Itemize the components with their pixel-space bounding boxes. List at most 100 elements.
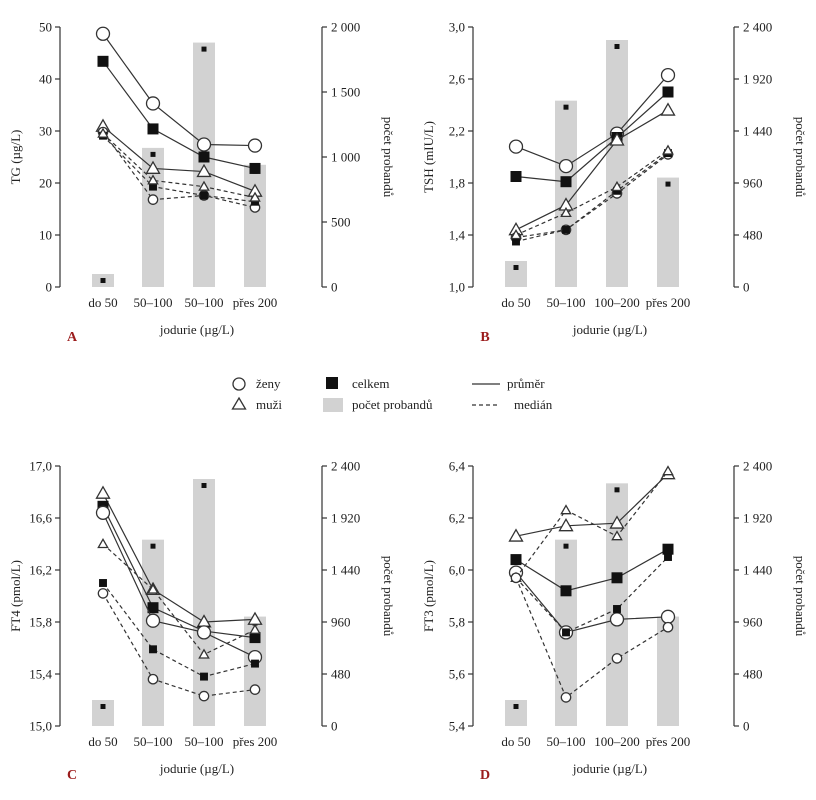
y2-axis-label: počet probandů	[381, 556, 396, 637]
series-point-circle	[147, 194, 159, 205]
y-axis-label: FT4 (pmol/L)	[8, 560, 23, 632]
series-point-triangle	[611, 530, 623, 541]
series-point-triangle	[611, 180, 623, 192]
x-tick-label: 100–200	[594, 734, 640, 749]
y-tick-label: 5,8	[449, 615, 465, 630]
y2-axis-label: počet probandů	[381, 117, 396, 198]
x-tick-label: 50–100	[134, 734, 173, 749]
series-line	[102, 133, 256, 199]
series-point-triangle	[609, 515, 625, 529]
series-line	[102, 582, 256, 678]
y2-tick-label: 0	[331, 719, 338, 734]
series-point-triangle	[97, 538, 109, 549]
count-bar-marker	[563, 104, 569, 110]
series-point-square	[249, 162, 261, 174]
count-bar-marker	[150, 543, 156, 549]
series-point-triangle	[198, 180, 210, 191]
series-point-triangle	[558, 517, 574, 532]
count-bar-marker	[100, 278, 106, 283]
chart-panel-b: 1,0 1,4 1,8 2,2 2,6 3,0 0 480 960 1 440 1 920 2 400…	[421, 20, 808, 346]
y-tick-label: 15,4	[29, 667, 52, 682]
series-point-triangle	[198, 648, 210, 659]
legend-item-prumer: průměr	[472, 376, 545, 391]
series-line	[515, 470, 669, 579]
series-point-circle	[660, 67, 676, 83]
count-bar	[142, 539, 164, 726]
series-line	[515, 548, 669, 592]
count-bar	[244, 616, 266, 726]
series-point-circle	[558, 158, 574, 174]
series-point-square	[97, 55, 109, 67]
y-tick-label: 30	[39, 124, 52, 139]
count-bar	[193, 479, 215, 726]
series-point-triangle	[196, 163, 212, 178]
series-point-square	[611, 572, 623, 584]
series-point-triangle	[249, 191, 261, 202]
panel-label: A	[67, 330, 78, 345]
y-tick-label: 5,4	[449, 719, 466, 734]
legend-label-celkem: celkem	[352, 376, 390, 391]
x-tick-label: 50–100	[547, 734, 586, 749]
y2-tick-label: 500	[331, 215, 351, 230]
y2-tick-label: 960	[743, 176, 763, 191]
series-point-square	[99, 579, 107, 587]
y-tick-label: 15,8	[29, 615, 52, 630]
series-point-square	[662, 543, 674, 555]
y-tick-label: 16,6	[29, 511, 52, 526]
count-bar-marker	[100, 704, 106, 709]
chart-panel-c: 15,0 15,4 15,8 16,2 16,6 17,0 0 480 960 1 440 1 92…	[8, 459, 396, 784]
count-bar	[92, 700, 114, 726]
chart-panel-d: 5,4 5,6 5,8 6,0 6,2 6,4 0 480 960 1 440 1 920 2 400…	[421, 459, 808, 784]
y2-tick-label: 960	[743, 615, 763, 630]
y2-tick-label: 2 400	[743, 20, 772, 35]
series-point-square	[198, 151, 210, 163]
series-point-triangle	[147, 174, 159, 185]
series-line	[102, 506, 256, 639]
panel-label: C	[67, 768, 77, 783]
y2-tick-label: 1 500	[331, 85, 360, 100]
x-tick-label: 50–100	[547, 295, 586, 310]
y-tick-label: 6,4	[449, 459, 466, 474]
y2-axis-label: počet probandů	[793, 117, 808, 198]
legend-label-zeny: ženy	[256, 376, 281, 391]
legend-item-median: medián	[472, 397, 553, 412]
count-bar-marker	[201, 46, 207, 52]
series-point-square	[251, 659, 259, 668]
y2-tick-label: 0	[743, 280, 750, 295]
count-bar	[606, 40, 628, 287]
series-point-circle	[508, 139, 524, 154]
legend-item-muzi: muži	[231, 396, 282, 412]
series-point-circle	[609, 612, 625, 627]
y-tick-label: 17,0	[29, 459, 52, 474]
series-point-square	[562, 628, 570, 637]
y2-tick-label: 1 440	[331, 563, 360, 578]
x-tick-label: přes 200	[646, 734, 690, 749]
count-bar	[244, 164, 266, 287]
y-tick-label: 5,6	[449, 667, 466, 682]
series-point-circle	[510, 572, 522, 584]
series-point-circle	[660, 609, 676, 624]
series-line	[515, 577, 669, 699]
legend-item-zeny: ženy	[232, 376, 281, 391]
y-tick-label: 16,2	[29, 563, 52, 578]
panel-label: B	[480, 330, 489, 345]
legend-marker-triangle	[231, 396, 247, 410]
series-line	[102, 543, 256, 656]
y2-tick-label: 1 920	[331, 511, 360, 526]
series-point-triangle	[662, 144, 674, 155]
y2-tick-label: 1 920	[743, 72, 772, 87]
count-bar	[657, 616, 679, 726]
legend: ženy muži celkem počet probandů průměr m…	[231, 376, 553, 412]
y-tick-label: 2,2	[449, 124, 465, 139]
series-line	[102, 60, 256, 170]
x-tick-label: přes 200	[646, 295, 690, 310]
count-bar-marker	[614, 44, 620, 49]
legend-marker-bar	[323, 398, 343, 412]
series-point-triangle	[662, 465, 674, 476]
y2-tick-label: 480	[743, 228, 763, 243]
series-point-circle	[560, 692, 572, 703]
x-axis-label: jodurie (µg/L)	[572, 322, 647, 337]
y2-tick-label: 480	[331, 667, 351, 682]
series-point-square	[664, 553, 672, 561]
